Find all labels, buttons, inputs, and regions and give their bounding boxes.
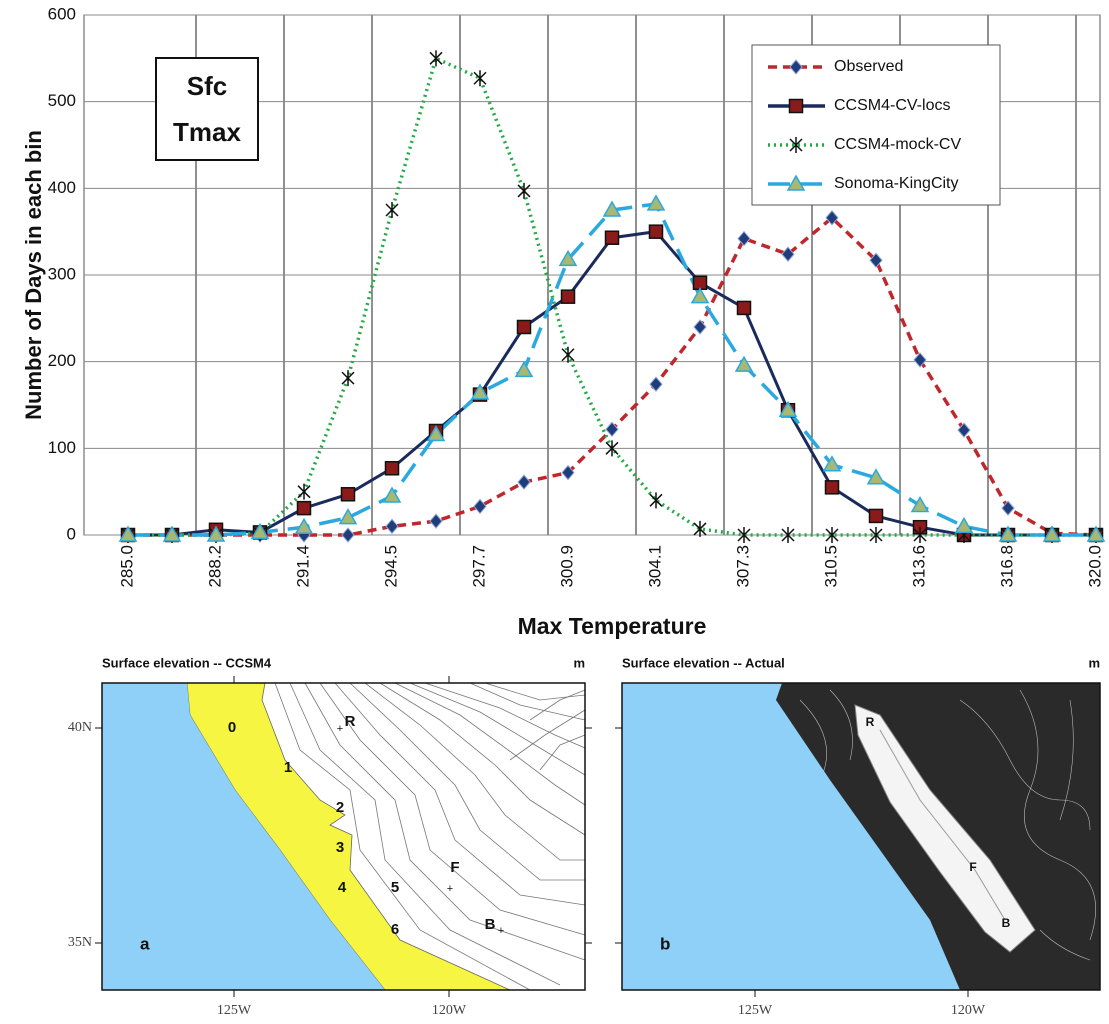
lat-label: 40N (68, 720, 92, 735)
map-unit: m (1088, 655, 1100, 670)
marker (386, 202, 398, 218)
marker (606, 231, 619, 244)
x-tick-label: 288.2 (205, 545, 224, 588)
marker (384, 488, 400, 502)
series-line (128, 204, 1096, 535)
map-a: + + + (95, 676, 592, 997)
marker (826, 481, 839, 494)
series-line (128, 218, 1096, 535)
y-tick-label: 200 (48, 351, 76, 370)
marker (912, 498, 928, 512)
marker (562, 290, 575, 303)
marker (738, 301, 751, 314)
point-label: B (485, 916, 496, 933)
point-label: 6 (391, 921, 399, 938)
svg-text:+: + (498, 925, 504, 937)
marker (606, 422, 618, 436)
svg-text:+: + (337, 723, 343, 735)
point-label: F (969, 860, 976, 874)
lon-label: 125W (738, 1003, 773, 1018)
y-tick-label: 0 (67, 524, 76, 543)
panel-letter: b (660, 934, 670, 953)
map-title: Surface elevation -- Actual (622, 655, 785, 670)
point-label: 5 (391, 879, 399, 896)
map-b (615, 683, 1100, 997)
marker (342, 528, 354, 542)
marker (650, 225, 663, 238)
x-tick-label: 313.6 (909, 545, 928, 588)
point-label: 0 (228, 719, 236, 736)
marker (518, 475, 530, 489)
x-tick-label: 297.7 (469, 545, 488, 588)
point-label: 4 (338, 879, 347, 896)
lon-label: 120W (951, 1003, 986, 1018)
marker (518, 321, 531, 334)
legend-label: Sonoma-KingCity (834, 175, 959, 192)
x-tick-label: 307.3 (733, 545, 752, 588)
legend-label: Observed (834, 58, 903, 75)
y-axis-label: Number of Days in each bin (21, 130, 46, 420)
svg-text:+: + (447, 883, 453, 895)
marker (650, 492, 662, 508)
marker (342, 370, 354, 386)
point-label: 3 (336, 839, 344, 856)
series-line (128, 232, 1096, 535)
lon-label: 120W (432, 1003, 467, 1018)
x-tick-label: 285.0 (117, 545, 136, 588)
y-tick-label: 100 (48, 438, 76, 457)
marker (736, 357, 752, 371)
marker (430, 514, 442, 528)
lon-label: 125W (217, 1003, 252, 1018)
point-label: 1 (284, 759, 292, 776)
marker (516, 362, 532, 376)
lat-label: 35N (68, 935, 92, 950)
y-tick-label: 600 (48, 4, 76, 23)
marker (298, 484, 310, 500)
point-label: F (450, 859, 459, 876)
x-tick-label: 310.5 (821, 545, 840, 588)
page: 0 100 200 300 400 500 600 285.0 288.2 291.4 294.5 2… (0, 0, 1109, 1024)
y-tick-label: 400 (48, 178, 76, 197)
annotation: Sfc (187, 71, 227, 101)
marker (650, 377, 662, 391)
map-unit: m (573, 655, 585, 670)
x-tick-label: 304.1 (645, 545, 664, 588)
point-label: R (345, 713, 356, 730)
map-title: Surface elevation -- CCSM4 (102, 655, 272, 670)
legend-label: CCSM4-mock-CV (834, 136, 961, 153)
marker (386, 519, 398, 533)
marker (518, 183, 530, 199)
marker (386, 462, 399, 475)
y-tick-label: 300 (48, 264, 76, 283)
x-axis-label: Max Temperature (518, 613, 707, 639)
marker (474, 499, 486, 513)
marker (870, 509, 883, 522)
marker (692, 289, 708, 303)
x-tick-label: 291.4 (293, 545, 312, 588)
x-tick-label: 300.9 (557, 545, 576, 588)
point-label: R (866, 715, 875, 729)
marker (790, 100, 803, 113)
marker (342, 488, 355, 501)
marker (648, 196, 664, 210)
x-tick-label: 320.0 (1085, 545, 1104, 588)
marker (956, 518, 972, 532)
point-label: 2 (336, 799, 344, 816)
x-tick-label: 316.8 (997, 545, 1016, 588)
legend-label: CCSM4-CV-locs (834, 97, 950, 114)
y-tick-label: 500 (48, 91, 76, 110)
point-label: B (1002, 916, 1011, 930)
annotation: Tmax (173, 117, 241, 147)
panel-letter: a (140, 934, 150, 953)
marker (298, 502, 311, 515)
x-tick-label: 294.5 (381, 545, 400, 588)
